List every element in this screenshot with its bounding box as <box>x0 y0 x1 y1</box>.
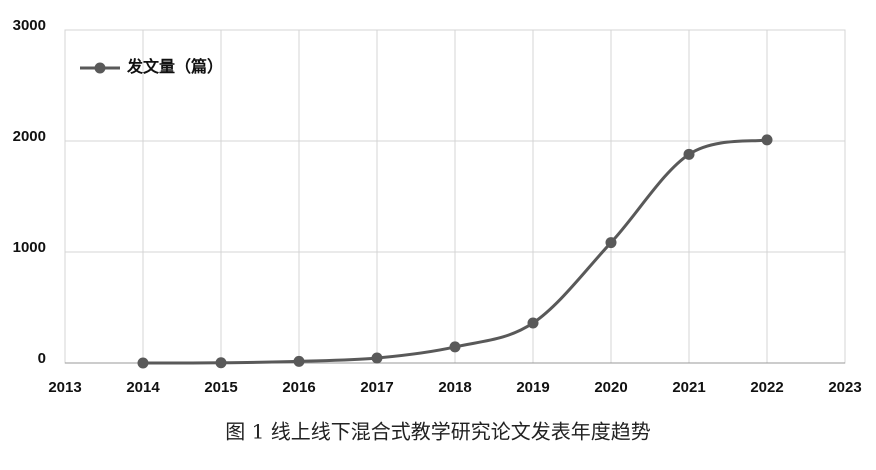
x-tick-label: 2018 <box>438 379 471 396</box>
data-point <box>761 134 773 146</box>
x-tick-label: 2022 <box>750 379 783 396</box>
legend-marker <box>94 62 106 74</box>
series-line <box>142 138 768 365</box>
x-tick-label: 2014 <box>126 379 160 396</box>
x-tick-label: 2020 <box>594 379 627 396</box>
data-point <box>137 357 149 369</box>
chart-caption: 图 1 线上线下混合式教学研究论文发表年度趋势 <box>225 420 650 444</box>
data-point <box>449 341 461 353</box>
x-tick-label: 2017 <box>360 379 393 396</box>
y-tick-label: 3000 <box>13 17 46 34</box>
y-tick-label: 0 <box>38 350 46 367</box>
data-point <box>527 317 539 329</box>
x-tick-label: 2021 <box>672 379 705 396</box>
data-point <box>683 148 695 160</box>
x-tick-label: 2023 <box>828 379 861 396</box>
data-point <box>605 237 617 249</box>
x-tick-label: 2015 <box>204 379 237 396</box>
data-point <box>293 355 305 367</box>
y-tick-label: 1000 <box>13 239 46 256</box>
y-tick-label: 2000 <box>13 128 46 145</box>
x-tick-label: 2013 <box>48 379 81 396</box>
data-point <box>371 352 383 364</box>
x-tick-label: 2019 <box>516 379 549 396</box>
legend-label: 发文量（篇） <box>126 57 223 76</box>
data-point <box>215 357 227 369</box>
x-tick-label: 2016 <box>282 379 315 396</box>
